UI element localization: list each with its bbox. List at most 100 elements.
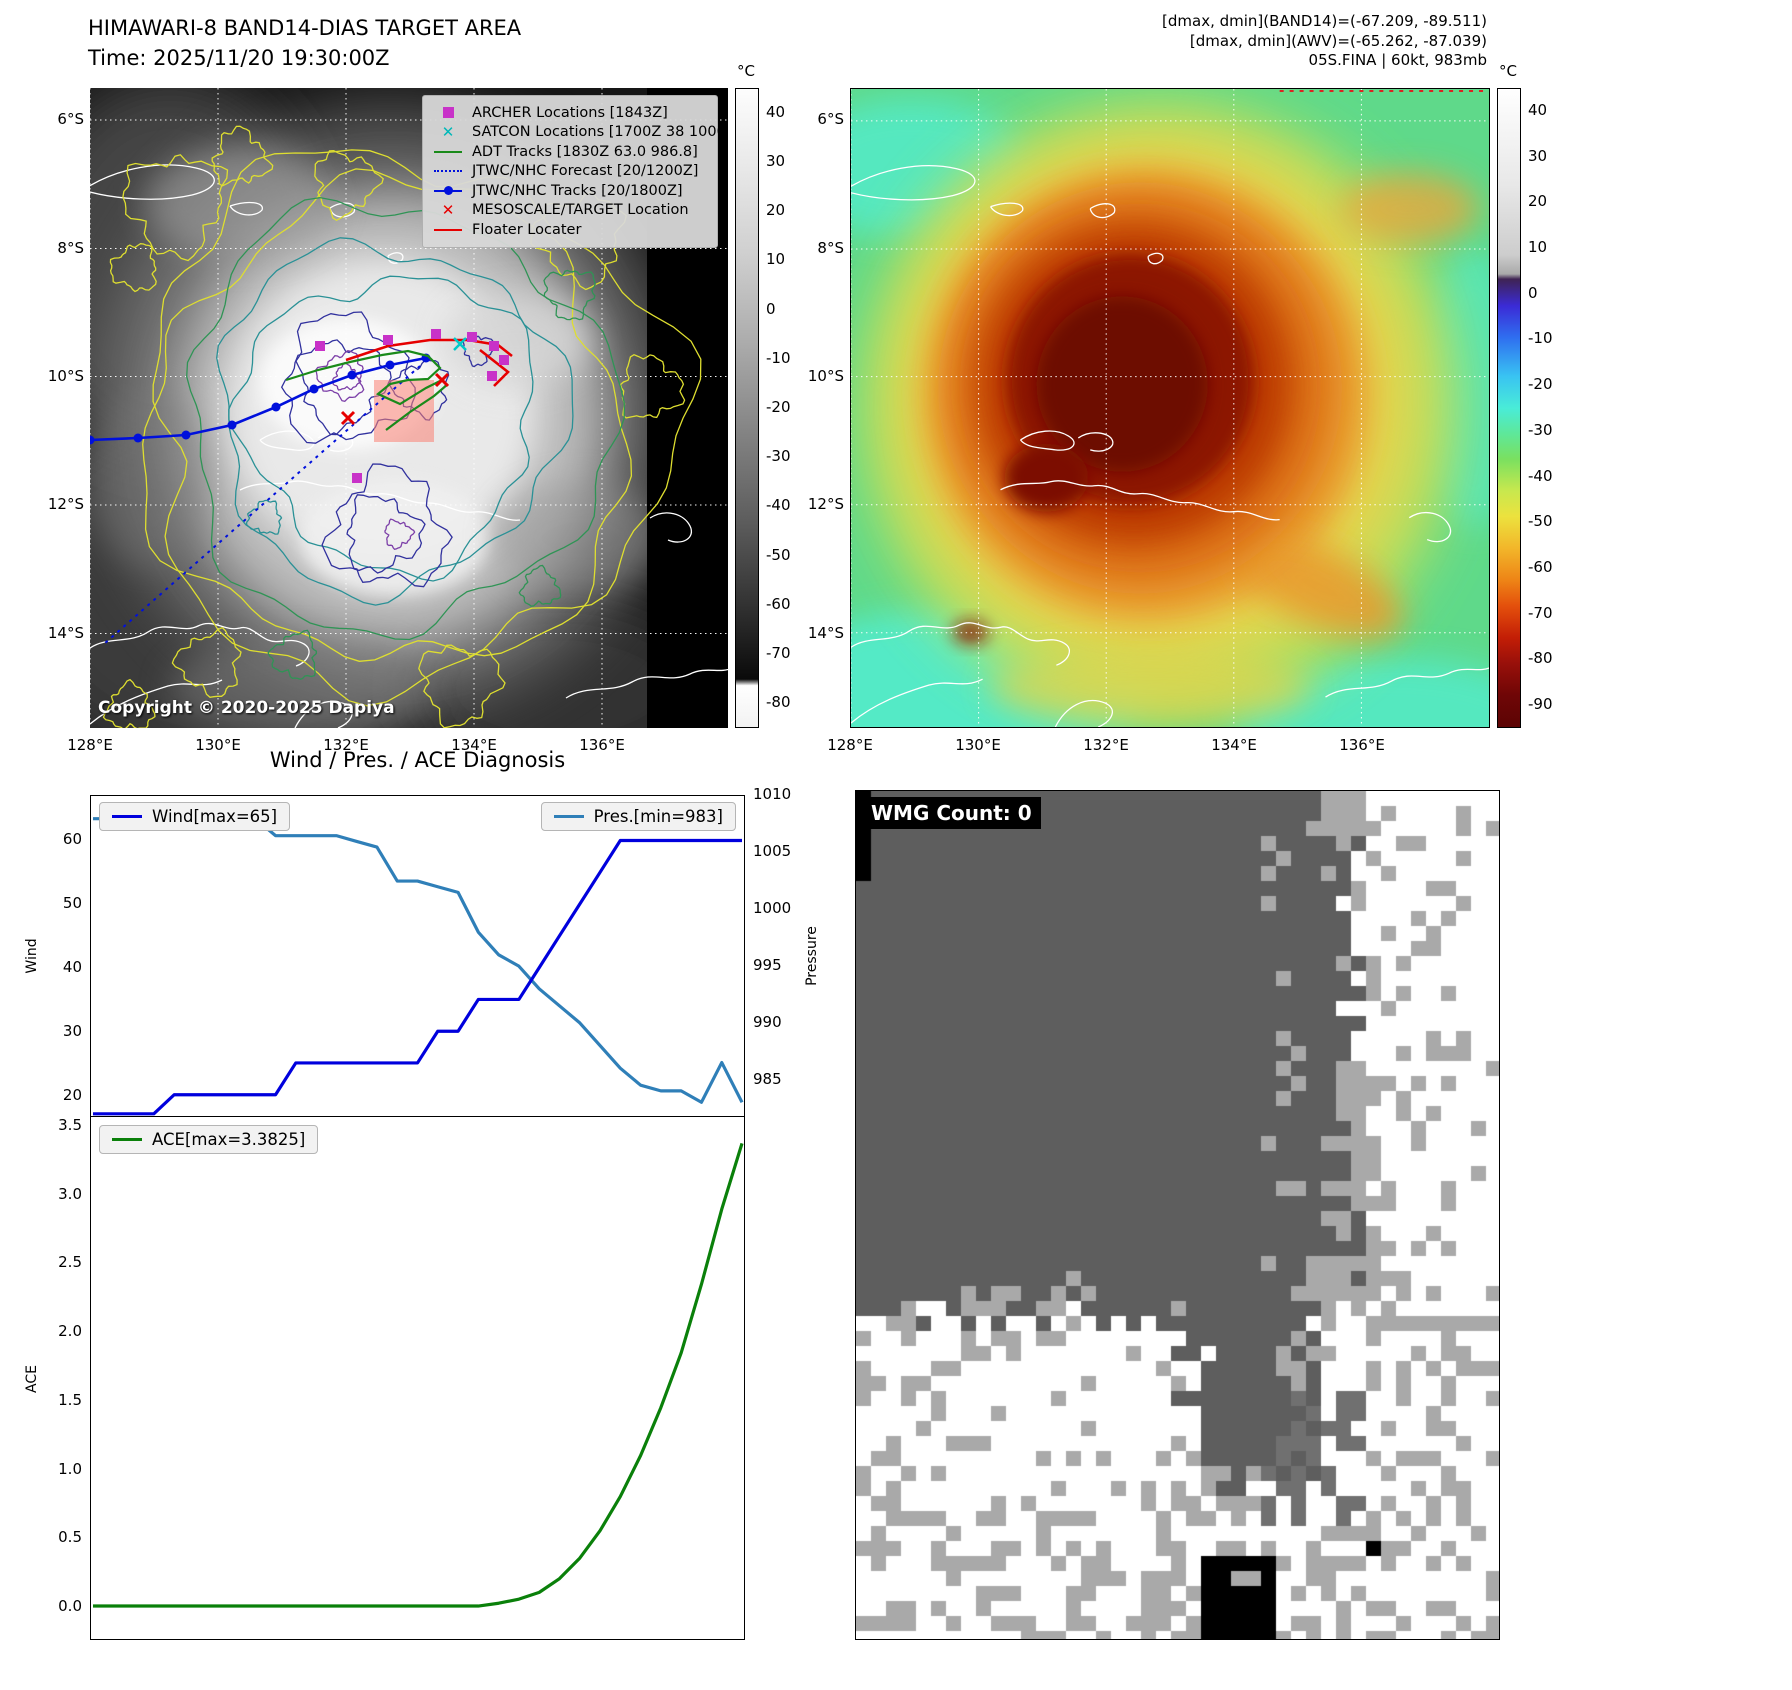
adt-track bbox=[285, 349, 449, 431]
wmg-pixel-map bbox=[856, 791, 1499, 1639]
coastline bbox=[851, 165, 1489, 727]
lon-tick-label: 128°E bbox=[827, 736, 873, 754]
awv-satellite-map bbox=[850, 88, 1490, 728]
latlon-grid bbox=[851, 89, 1489, 727]
awv-colorbar-unit: °C bbox=[1499, 62, 1517, 80]
x-marker-icon: ✕ bbox=[441, 201, 455, 220]
colorbar-tick-label: -80 bbox=[1528, 649, 1553, 668]
legend-item: ✕ MESOSCALE/TARGET Location bbox=[432, 201, 708, 221]
latlon-grid bbox=[90, 88, 728, 728]
y-tick-label: 30 bbox=[62, 1021, 82, 1040]
ace-plot-area bbox=[92, 1143, 744, 1609]
colorbar-tick-label: -60 bbox=[1528, 558, 1553, 576]
legend-item: Floater Locater bbox=[432, 220, 708, 240]
colorbar-tick-label: -90 bbox=[1528, 695, 1553, 714]
y-tick-label: 990 bbox=[753, 1013, 782, 1032]
legend-item: ADT Tracks [1830Z 63.0 986.8] bbox=[432, 142, 708, 162]
lon-tick-label: 128°E bbox=[67, 736, 113, 754]
dotted-line-marker-icon bbox=[432, 170, 464, 173]
legend-item-label: MESOSCALE/TARGET Location bbox=[472, 202, 689, 219]
legend-item-label: JTWC/NHC Tracks [20/1800Z] bbox=[472, 182, 683, 199]
colorbar-tick-label: -60 bbox=[766, 594, 791, 613]
colorbar-tick-label: 30 bbox=[766, 151, 786, 170]
lat-tick-label: 8°S bbox=[57, 238, 84, 257]
coastline bbox=[90, 164, 728, 728]
legend-item-label: Floater Locater bbox=[472, 221, 582, 238]
legend-item-label: ADT Tracks [1830Z 63.0 986.8] bbox=[472, 143, 698, 160]
floater-track bbox=[345, 338, 513, 387]
y-tick-label: 0.0 bbox=[58, 1596, 82, 1615]
legend-item-label: JTWC/NHC Forecast [20/1200Z] bbox=[472, 163, 699, 180]
colorbar-tick-label: -30 bbox=[766, 447, 791, 466]
y-tick-label: 1.5 bbox=[58, 1390, 82, 1409]
colorbar-tick-label: -30 bbox=[1528, 420, 1553, 439]
lat-tick-label: 8°S bbox=[817, 238, 844, 257]
y-tick-label: 3.0 bbox=[58, 1184, 82, 1203]
colorbar-tick-label: -50 bbox=[1528, 512, 1553, 531]
satcon-marker bbox=[453, 337, 467, 351]
lon-tick-label: 136°E bbox=[1339, 736, 1385, 754]
lat-tick-label: 6°S bbox=[817, 110, 844, 128]
lat-tick-label: 14°S bbox=[47, 623, 84, 642]
wind-legend: Wind[max=65] bbox=[99, 802, 291, 831]
y-tick-label: 985 bbox=[753, 1070, 782, 1089]
wind-pressure-chart: Wind[max=65] Pres.[min=983] bbox=[90, 795, 745, 1118]
lat-tick-label: 14°S bbox=[807, 623, 844, 642]
lat-tick-label: 12°S bbox=[47, 495, 84, 513]
dmax-dmin-awv-text: [dmax, dmin](AWV)=(-65.262, -87.039) bbox=[1189, 31, 1487, 50]
band14-time: Time: 2025/11/20 19:30:00Z bbox=[88, 46, 390, 70]
colorbar-tick-label: 40 bbox=[766, 102, 786, 121]
y-tick-label: 995 bbox=[753, 956, 782, 975]
wmg-map-panel: WMG Count: 0 bbox=[855, 790, 1500, 1640]
colorbar-tick-label: 40 bbox=[1528, 100, 1548, 119]
pressure-legend-swatch bbox=[553, 815, 584, 818]
wind-pressure-plot-area bbox=[92, 817, 744, 1116]
colorbar-tick-label: 30 bbox=[1528, 146, 1548, 165]
line-marker-icon bbox=[432, 228, 464, 231]
legend-item: JTWC/NHC Forecast [20/1200Z] bbox=[432, 162, 708, 182]
colorbar-tick-label: -10 bbox=[1528, 329, 1553, 348]
legend-item: ARCHER Locations [1843Z] bbox=[432, 103, 708, 123]
ace-chart: ACE[max=3.3825] bbox=[90, 1116, 745, 1641]
ace-legend: ACE[max=3.3825] bbox=[99, 1125, 319, 1155]
awv-satellite-image bbox=[851, 89, 1489, 727]
y-tick-label: 0.5 bbox=[58, 1528, 82, 1547]
pressure-axis-label: Pressure bbox=[804, 926, 820, 986]
wind-legend-label: Wind[max=65] bbox=[152, 807, 278, 826]
colorbar-tick-label: -50 bbox=[766, 545, 791, 564]
legend-item: ✕ SATCON Locations [1700Z 38 1000] bbox=[432, 123, 728, 143]
lat-tick-label: 6°S bbox=[57, 110, 84, 128]
band14-title: HIMAWARI-8 BAND14-DIAS TARGET AREA bbox=[88, 16, 522, 40]
awv-colorbar bbox=[1497, 88, 1521, 728]
storm-intensity-text: 05S.FINA | 60kt, 983mb bbox=[1308, 51, 1487, 69]
wmg-count-label: WMG Count: 0 bbox=[862, 797, 1041, 829]
y-tick-label: 2.0 bbox=[58, 1322, 82, 1341]
colorbar-tick-label: 0 bbox=[1528, 283, 1538, 302]
archer-markers bbox=[315, 329, 509, 483]
lon-tick-label: 136°E bbox=[579, 736, 625, 754]
colorbar-tick-label: 10 bbox=[1528, 238, 1548, 256]
x-marker-icon: ✕ bbox=[441, 123, 455, 142]
square-marker-icon bbox=[432, 107, 464, 119]
legend-item: JTWC/NHC Tracks [20/1800Z] bbox=[432, 181, 708, 201]
copyright-text: Copyright © 2020-2025 Dapiya bbox=[98, 698, 395, 718]
y-tick-label: 1.0 bbox=[58, 1459, 82, 1478]
pressure-legend: Pres.[min=983] bbox=[540, 802, 736, 831]
y-tick-label: 3.5 bbox=[58, 1116, 82, 1135]
mesoscale-markers bbox=[340, 372, 450, 426]
y-tick-label: 1005 bbox=[753, 842, 792, 861]
colorbar-tick-label: -80 bbox=[766, 693, 791, 712]
band14-legend: ARCHER Locations [1843Z] ✕ SATCON Location… bbox=[422, 95, 728, 248]
colorbar-tick-label: 20 bbox=[1528, 192, 1548, 211]
y-tick-label: 1010 bbox=[753, 785, 792, 803]
awv-header: [dmax, dmin](BAND14)=(-67.209, -89.511) … bbox=[1162, 12, 1487, 71]
legend-item-label: SATCON Locations [1700Z 38 1000] bbox=[472, 124, 728, 141]
jtwc-forecast-track bbox=[103, 365, 421, 645]
colorbar-tick-label: -20 bbox=[766, 398, 791, 416]
y-tick-label: 20 bbox=[62, 1085, 82, 1104]
colorbar-tick-label: -70 bbox=[1528, 603, 1553, 622]
colorbar-tick-label: 0 bbox=[766, 299, 776, 318]
band14-colorbar bbox=[735, 88, 759, 728]
lon-tick-label: 134°E bbox=[451, 736, 497, 754]
colorbar-tick-label: 20 bbox=[766, 201, 786, 220]
